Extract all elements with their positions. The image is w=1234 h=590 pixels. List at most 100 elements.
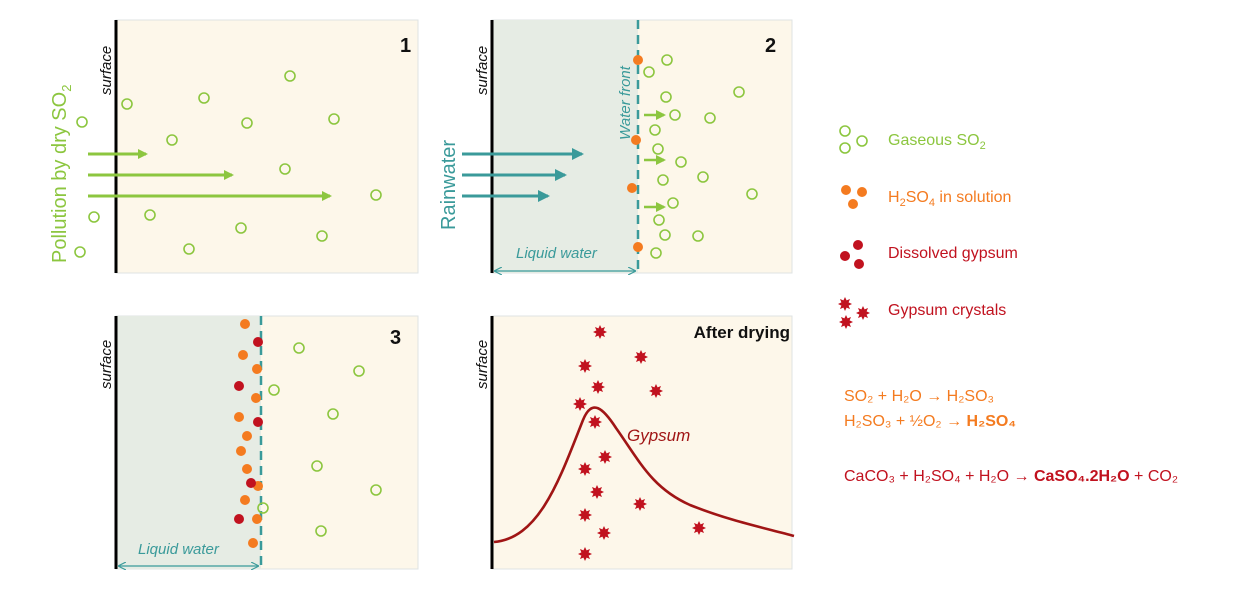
panel-3-so2-molecules [257,342,382,537]
panel-2-liquid-water-label: Liquid water [516,245,598,262]
gypsum-crystal [590,485,604,499]
gypsum-crystal [597,526,611,540]
panel-2-number: 2 [765,35,776,57]
so2-molecule [316,230,328,242]
h2so4-drop [234,412,244,422]
so2-molecule [652,143,664,155]
panel-3-number: 3 [390,327,401,349]
h2so4-drop [248,538,258,548]
so2-molecule [649,124,661,136]
h2so4-drop [242,464,252,474]
so2-molecule [650,247,662,259]
legend-gaseous-so2-label: Gaseous SO2 [888,132,986,153]
so2-molecule [183,243,195,255]
so2-molecule [675,156,687,168]
gypsum-crystal [588,415,602,429]
gypsum-crystal [578,508,592,522]
panel-1: 1 surface Pollution by dry SO2 [49,19,419,274]
so2-molecule [88,211,100,223]
gypsum-crystal [593,325,607,339]
panel-4-surface-label: surface [474,340,491,389]
h2so4-drop [633,242,643,252]
panel-1-so2-molecules [74,70,382,258]
legend-gaseous-so2-icon [839,125,868,154]
so2-molecule [667,197,679,209]
h2so4-drop [240,319,250,329]
panel-2: 2 surface Water front Rainwater Liquid w… [438,19,793,273]
rainwater-label: Rainwater [438,140,460,230]
so2-molecule [643,66,655,78]
panel-2-so2-molecules [643,54,758,259]
gypsum-crystal [598,450,612,464]
so2-molecule [657,174,669,186]
panel-4-frame [491,315,793,570]
so2-molecule [76,116,88,128]
so2-molecule [659,229,671,241]
h2so4-drop [251,393,261,403]
legend-symbols [838,125,870,329]
so2-molecule [660,91,672,103]
dissolved-gypsum [253,337,263,347]
panel-3-h2so4-drops [234,319,263,548]
gypsum-profile-curve [493,406,795,544]
legend-gypsum-crystals-label: Gypsum crystals [888,302,1007,319]
h2so4-drop [236,446,246,456]
so2-molecule [311,460,323,472]
h2so4-drop [627,183,637,193]
h2so4-drop [633,55,643,65]
water-front-label: Water front [617,65,634,140]
h2so4-drop [252,364,262,374]
gypsum-crystal [573,397,587,411]
h2so4-drop [242,431,252,441]
h2so4-drop [252,514,262,524]
h2so4-drop [631,135,641,145]
panel-3-dissolved-gypsum [234,337,263,524]
so2-molecule [279,163,291,175]
so2-molecule [235,222,247,234]
so2-molecule [353,365,365,377]
equation-gypsum-formation: CaCO₃ + H₂SO₄ + H₂O → CaSO₄.2H₂O + CO₂ [844,468,1179,485]
so2-molecule [121,98,133,110]
gypsum-crystal [578,359,592,373]
panel-1-side-label: Pollution by dry SO2 [49,85,74,263]
so2-molecule [315,525,327,537]
panel-1-surface-label: surface [98,46,115,95]
panel-4-title: After drying [694,323,790,342]
dissolved-gypsum [246,478,256,488]
h2so4-drop [240,495,250,505]
so2-molecule [733,86,745,98]
panel-2-surface-label: surface [474,46,491,95]
legend-dissolved-gypsum-icon [840,240,864,269]
legend-h2so4-icon [841,185,867,209]
so2-molecule [284,70,296,82]
panel-4: After drying surface Gypsum [474,315,795,570]
so2-molecule [653,214,665,226]
h2so4-drop [238,350,248,360]
panel-3-water-region [116,316,261,569]
so2-molecule [692,230,704,242]
so2-molecule [268,384,280,396]
gypsum-curve-label: Gypsum [627,426,690,445]
so2-molecule [370,189,382,201]
so2-molecule [198,92,210,104]
so2-molecule [704,112,716,124]
so2-molecule [328,113,340,125]
legend-h2so4-label: H2SO4 in solution [888,189,1012,210]
panel-3-surface-label: surface [98,340,115,389]
so2-molecule [370,484,382,496]
legend-dissolved-gypsum-label: Dissolved gypsum [888,245,1018,262]
legend-gypsum-crystals-icon [838,297,870,329]
so2-molecule [697,171,709,183]
gypsum-crystal [634,350,648,364]
panel-3: 3 surface Liquid water [98,315,419,569]
equation-h2so3-oxidation: H₂SO₃ + ½O₂ → H₂SO₄ [844,413,1016,430]
so2-molecule [327,408,339,420]
panel-1-frame [115,19,419,274]
panel-1-number: 1 [400,35,411,57]
panel-2-h2so4-drops [627,55,643,252]
so2-molecule [144,209,156,221]
panel-3-liquid-water-label: Liquid water [138,541,220,558]
gypsum-crystal [649,384,663,398]
